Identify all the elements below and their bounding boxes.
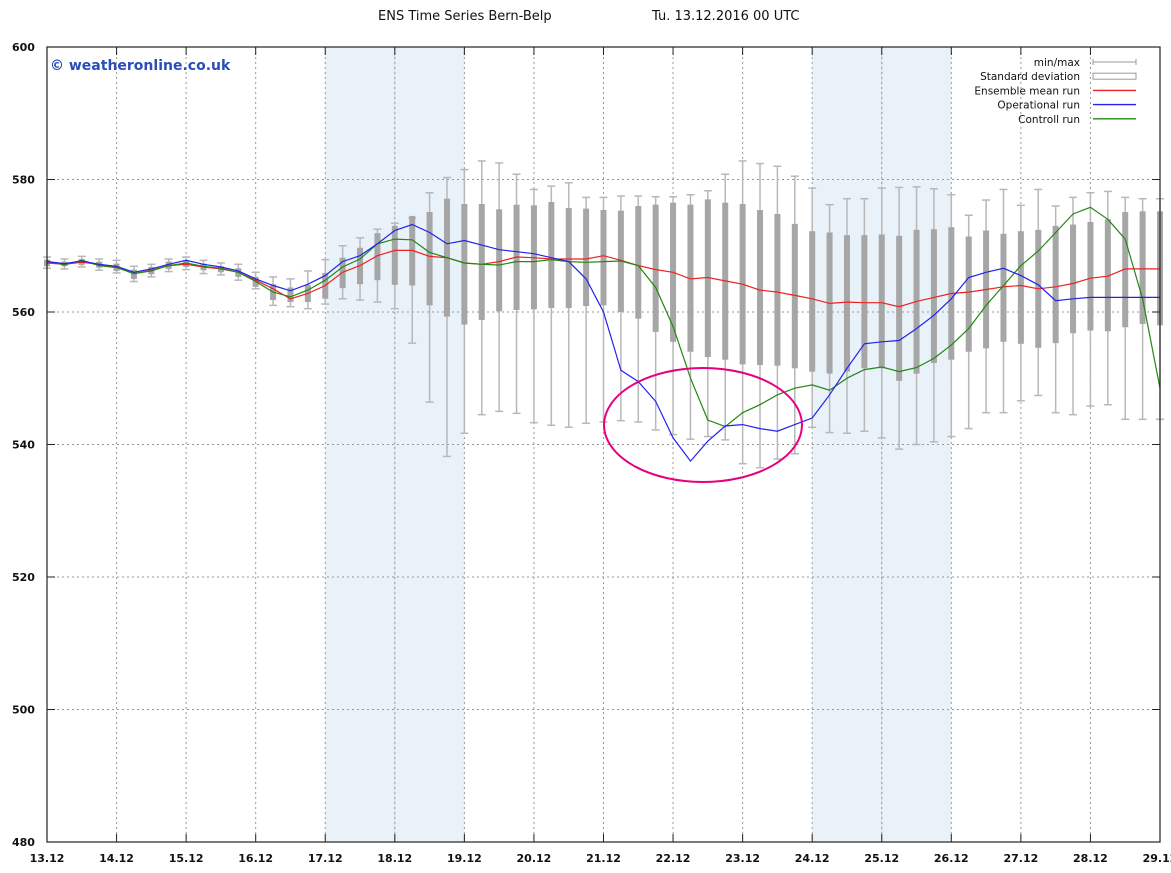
std-box	[183, 260, 190, 267]
std-box	[1017, 231, 1024, 344]
y-tick-label: 520	[12, 571, 35, 584]
x-tick-label: 23.12	[725, 852, 760, 865]
x-tick-label: 29.12	[1143, 852, 1171, 865]
y-tick-label: 600	[12, 41, 35, 54]
y-tick-label: 580	[12, 174, 35, 187]
y-tick-label: 480	[12, 836, 35, 849]
chart-title: ENS Time Series Bern-Belp	[378, 9, 552, 24]
x-tick-label: 19.12	[447, 852, 482, 865]
std-box	[1122, 211, 1129, 328]
std-box	[635, 206, 642, 319]
std-box	[1104, 219, 1111, 332]
x-tick-label: 17.12	[308, 852, 343, 865]
legend-box-icon	[1092, 72, 1137, 80]
control-run-line	[46, 206, 1161, 428]
x-tick-label: 22.12	[656, 852, 691, 865]
std-box	[1052, 225, 1059, 344]
x-tick-label: 28.12	[1073, 852, 1108, 865]
std-box	[478, 204, 485, 320]
std-box	[930, 229, 937, 364]
x-tick-label: 18.12	[377, 852, 412, 865]
std-box	[461, 204, 468, 325]
std-box	[374, 233, 381, 281]
x-tick-label: 13.12	[30, 852, 65, 865]
std-box	[774, 213, 781, 366]
x-tick-label: 24.12	[795, 852, 830, 865]
x-tick-label: 20.12	[517, 852, 552, 865]
x-tick-label: 14.12	[99, 852, 134, 865]
legend-label: Operational run	[997, 100, 1080, 112]
legend-label: Controll run	[1018, 114, 1080, 126]
std-box	[704, 199, 711, 358]
operational-run-line	[46, 223, 1160, 463]
std-box	[583, 208, 590, 307]
x-tick-label: 16.12	[238, 852, 273, 865]
std-box	[600, 209, 607, 306]
std-box	[791, 223, 798, 369]
legend-label: Ensemble mean run	[974, 85, 1080, 97]
std-box	[757, 209, 764, 365]
std-box	[896, 235, 903, 381]
x-tick-label: 27.12	[1003, 852, 1038, 865]
std-box	[687, 204, 694, 352]
copyright-label: © weatheronline.co.uk	[50, 58, 231, 74]
std-box	[652, 204, 659, 332]
std-box	[548, 202, 555, 309]
std-box	[1000, 233, 1007, 342]
grid-lines	[47, 47, 1160, 842]
series-lines	[46, 206, 1161, 463]
x-tick-label: 15.12	[169, 852, 204, 865]
legend-label: Standard deviation	[980, 71, 1080, 83]
axes	[46, 46, 1161, 843]
std-box	[965, 236, 972, 352]
std-box	[391, 225, 398, 285]
y-tick-labels: 480 500 520 540 560 580 600	[12, 41, 35, 849]
y-tick-label: 560	[12, 306, 35, 319]
std-box	[843, 235, 850, 372]
annotation-ellipse	[603, 367, 803, 483]
std-box	[287, 287, 294, 303]
std-box	[809, 231, 816, 372]
x-tick-labels: 13.12 14.12 15.12 16.12 17.12 18.12 19.12 20.12…	[30, 852, 1171, 865]
std-box	[496, 209, 503, 312]
std-box	[1087, 221, 1094, 331]
std-box	[1139, 211, 1146, 324]
x-tick-label: 26.12	[934, 852, 969, 865]
run-label: Tu. 13.12.2016 00 UTC	[651, 9, 799, 24]
y-tick-label: 540	[12, 439, 35, 452]
std-box	[1070, 224, 1077, 334]
legend: min/max Standard deviation Ensemble mean r…	[974, 57, 1137, 126]
legend-label: min/max	[1034, 57, 1080, 69]
x-tick-label: 25.12	[864, 852, 899, 865]
std-box	[130, 269, 137, 279]
std-box	[565, 207, 572, 309]
std-box	[861, 235, 868, 369]
std-box	[426, 211, 433, 306]
y-tick-label: 500	[12, 704, 35, 717]
std-box	[878, 234, 885, 369]
x-tick-label: 21.12	[586, 852, 621, 865]
